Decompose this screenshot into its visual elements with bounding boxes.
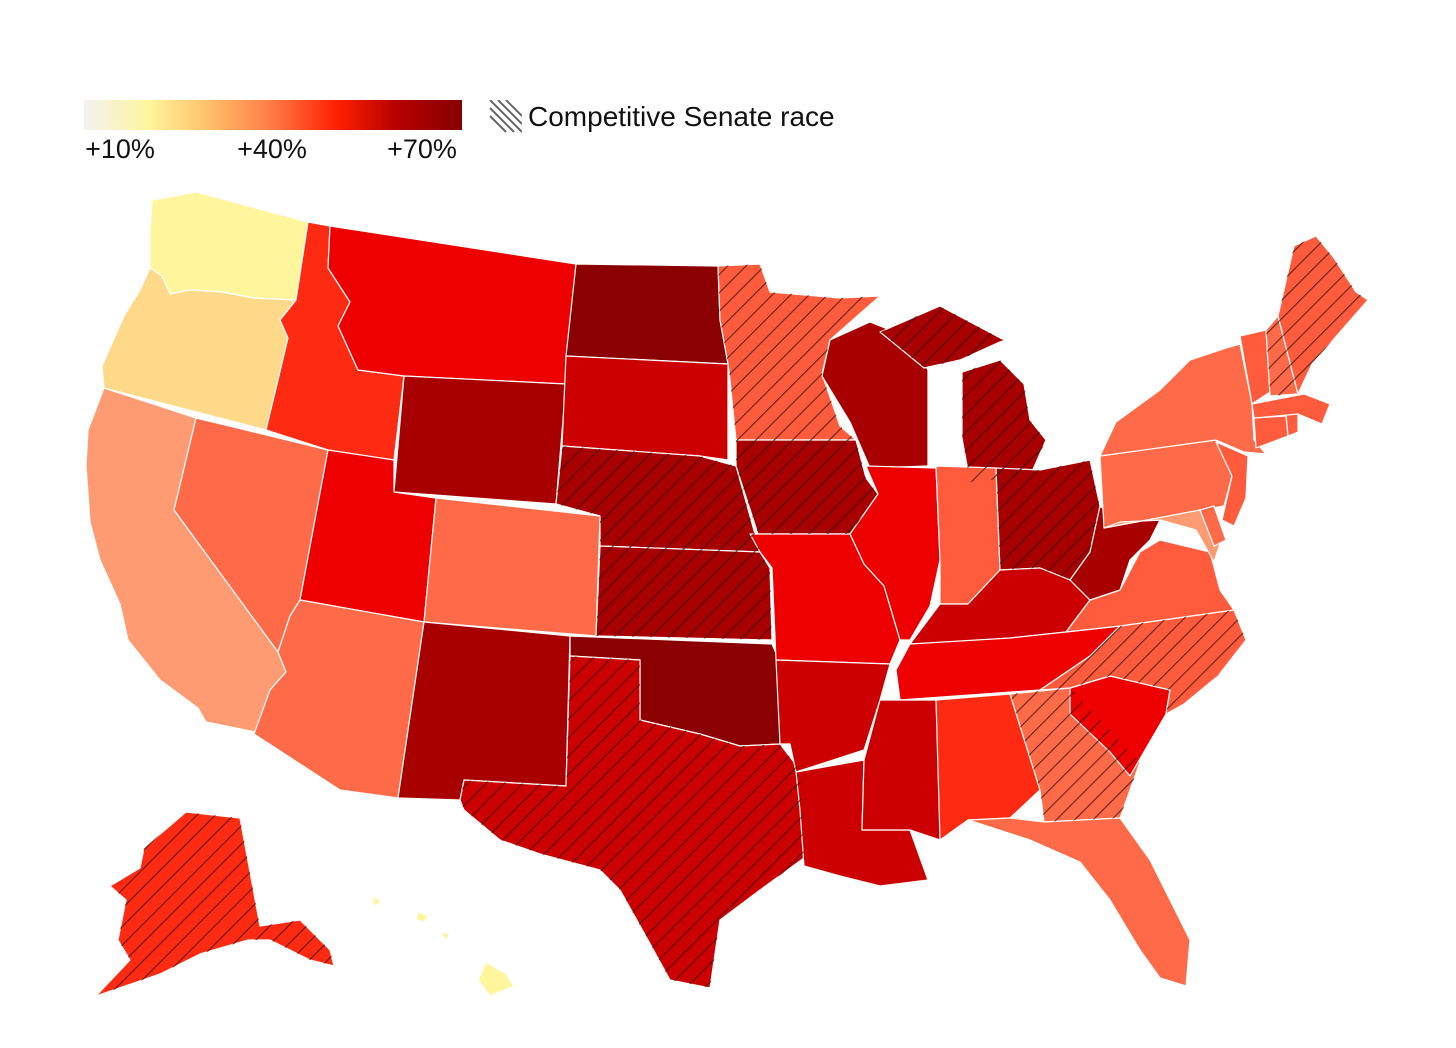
state-florida bbox=[967, 817, 1191, 987]
state-south-dakota bbox=[561, 355, 729, 461]
state-kansas bbox=[595, 545, 773, 641]
state-rhode-island bbox=[1285, 413, 1299, 437]
state-wyoming bbox=[393, 375, 567, 505]
state-washington bbox=[149, 191, 309, 301]
state-connecticut bbox=[1253, 415, 1289, 449]
state-new-jersey bbox=[1215, 441, 1249, 527]
competitive-race-label: Competitive Senate race bbox=[528, 101, 835, 132]
state-alaska bbox=[95, 811, 335, 997]
color-scale-bar bbox=[84, 100, 462, 130]
state-new-york bbox=[1099, 343, 1267, 457]
legend-tick-high: +70% bbox=[387, 134, 457, 164]
state-iowa bbox=[735, 439, 879, 535]
state-new-mexico bbox=[397, 621, 571, 801]
state-north-dakota bbox=[565, 263, 729, 365]
state-colorado bbox=[423, 497, 601, 637]
state-maine bbox=[1277, 235, 1369, 395]
state-massachusetts bbox=[1251, 393, 1331, 425]
legend-tick-low: +10% bbox=[85, 134, 155, 164]
competitive-race-key: Competitive Senate race bbox=[488, 100, 835, 134]
state-delaware bbox=[1199, 505, 1227, 547]
diagonal-hatch-icon bbox=[489, 100, 522, 133]
legend-tick-mid: +40% bbox=[237, 134, 307, 164]
state-hawaii bbox=[371, 895, 515, 997]
state-montana bbox=[327, 225, 577, 385]
